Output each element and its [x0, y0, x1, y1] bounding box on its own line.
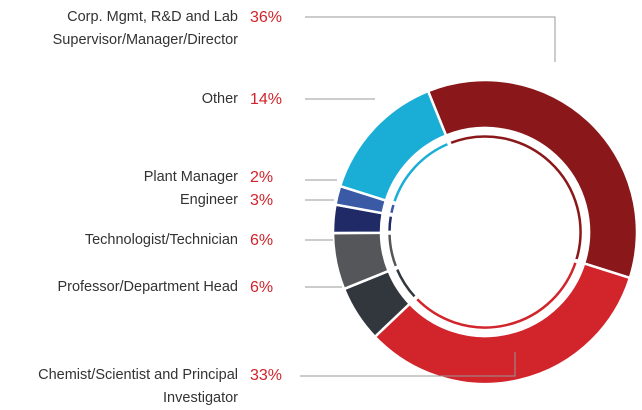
- value-label: 3%: [250, 192, 274, 209]
- category-label: Engineer: [179, 192, 238, 208]
- donut-slice: [373, 259, 632, 386]
- value-label: 2%: [250, 169, 274, 186]
- category-label: Plant Manager: [143, 169, 238, 185]
- category-label: Technologist/Technician: [84, 232, 238, 248]
- leader-line: [305, 16, 556, 62]
- donut-slice: [426, 78, 639, 280]
- category-label: Professor/Department Head: [57, 279, 238, 295]
- value-label: 14%: [250, 91, 283, 108]
- value-label: 6%: [250, 279, 274, 296]
- value-label: 33%: [250, 367, 283, 384]
- category-label: Chemist/Scientist and Principal Investig…: [38, 367, 238, 406]
- value-label: 36%: [250, 9, 283, 26]
- leader-line: [300, 352, 516, 377]
- category-label: Corp. Mgmt, R&D and Lab Supervisor/Manag…: [52, 9, 238, 48]
- donut-slice: [338, 89, 452, 205]
- category-label: Other: [201, 91, 238, 107]
- value-label: 6%: [250, 232, 274, 249]
